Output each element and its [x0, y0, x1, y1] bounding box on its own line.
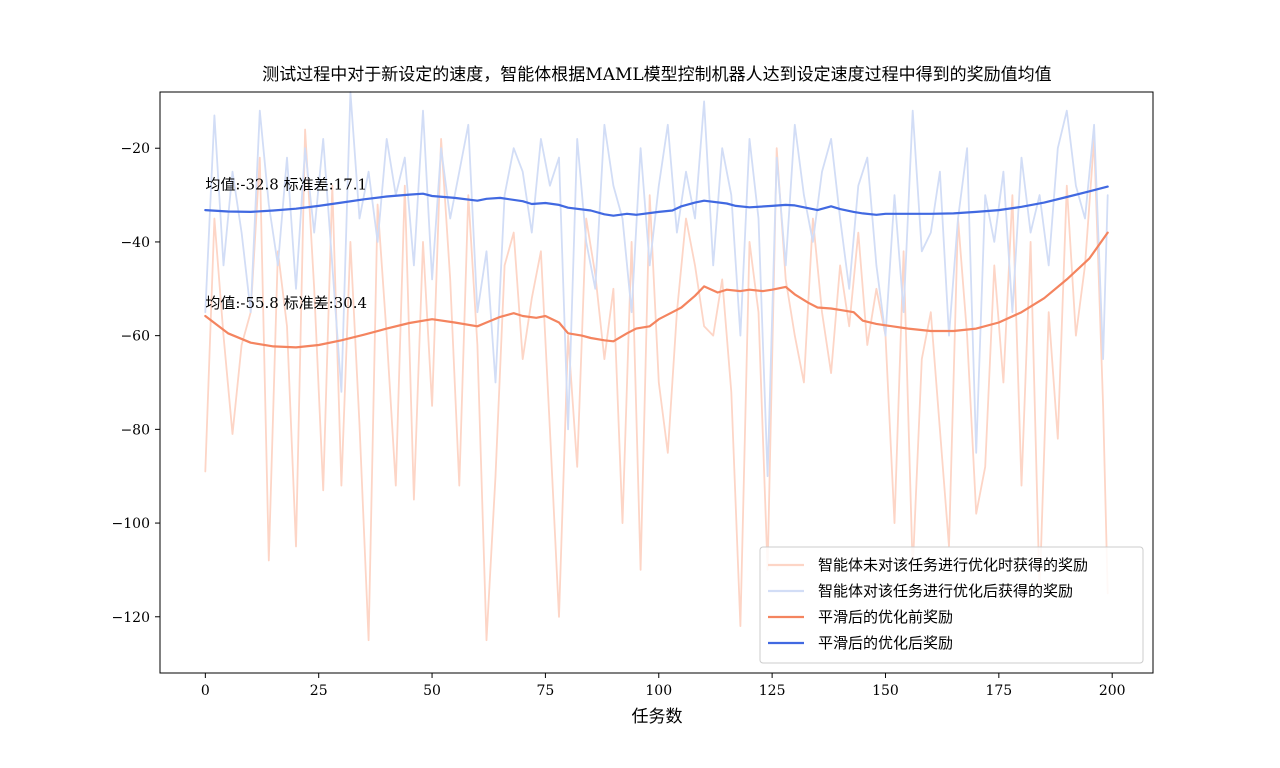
y-tick-label-4: −40	[120, 235, 150, 251]
x-tick-label-5: 125	[759, 683, 786, 699]
annotation-layer: 均值:-32.8 标准差:17.1 均值:-55.8 标准差:30.4	[205, 175, 367, 312]
x-tick-label-8: 200	[1099, 683, 1126, 699]
series-line-4	[204, 185, 1109, 217]
series-layer	[204, 91, 1109, 642]
y-tick-label-3: −60	[120, 329, 150, 345]
x-tick-label-4: 100	[645, 683, 672, 699]
stats-annotation-2: 均值:-55.8 标准差:30.4	[205, 294, 367, 312]
series-line-3	[204, 231, 1109, 349]
x-tick-label-0: 0	[201, 683, 210, 699]
chart-title: 测试过程中对于新设定的速度，智能体根据MAML模型控制机器人达到设定速度过程中得…	[262, 65, 1051, 85]
x-tick-label-6: 150	[872, 683, 899, 699]
y-tick-label-5: −20	[120, 141, 150, 157]
ticks-layer: 0 25 50 75 100 125 150 175 200 −120 −100 −80 −60 −40 −…	[112, 141, 1126, 699]
x-tick-label-3: 75	[536, 683, 554, 699]
y-tick-label-0: −120	[112, 610, 150, 626]
legend-label-4: 平滑后的优化后奖励	[818, 634, 953, 652]
legend-label-1: 智能体未对该任务进行优化时获得的奖励	[818, 556, 1088, 574]
legend-label-2: 智能体对该任务进行优化后获得的奖励	[818, 582, 1073, 600]
x-tick-label-1: 25	[310, 683, 328, 699]
x-axis-label: 任务数	[632, 707, 683, 727]
legend-box	[759, 546, 1144, 664]
stats-annotation-1: 均值:-32.8 标准差:17.1	[205, 175, 367, 193]
y-tick-label-1: −100	[112, 516, 150, 532]
plot-frame	[159, 91, 1154, 674]
series-line-2	[204, 91, 1109, 478]
legend-label-3: 平滑后的优化前奖励	[818, 608, 953, 626]
legend: 智能体未对该任务进行优化时获得的奖励智能体对该任务进行优化后获得的奖励平滑后的优…	[759, 546, 1144, 664]
y-tick-label-2: −80	[120, 422, 150, 438]
series-line-1	[204, 128, 1109, 642]
x-tick-label-7: 175	[985, 683, 1012, 699]
x-tick-label-2: 50	[423, 683, 441, 699]
